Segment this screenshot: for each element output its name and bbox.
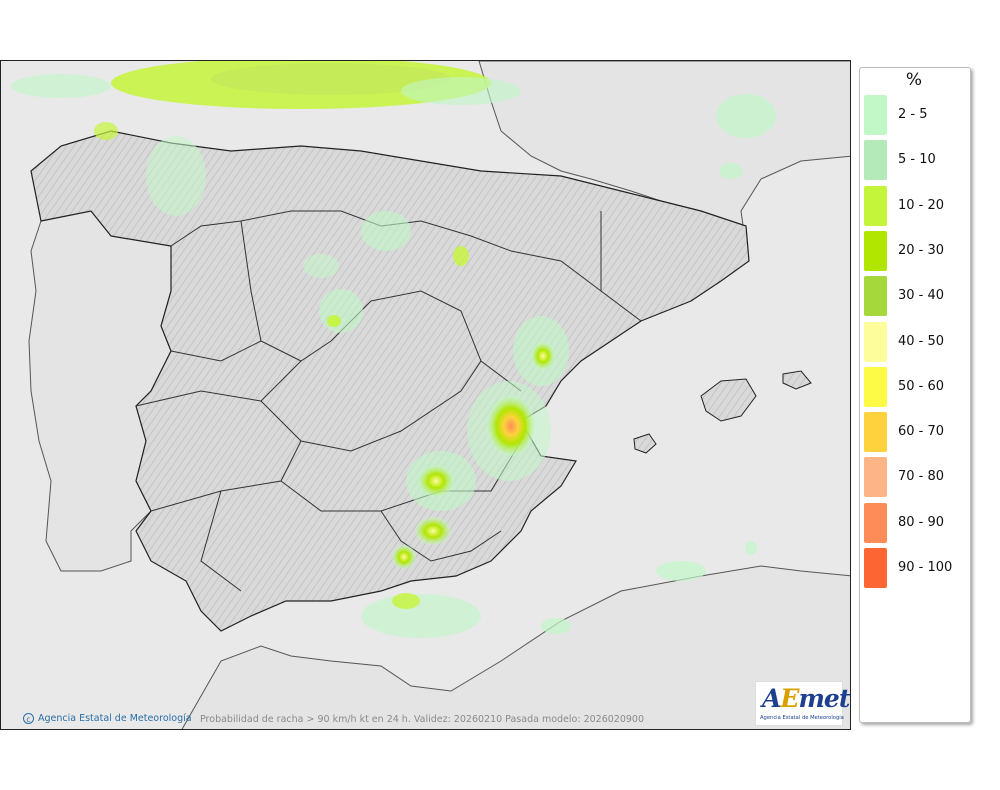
legend-item: 50 - 60 (864, 366, 968, 407)
regional-borders (135, 210, 642, 592)
legend-swatch (864, 276, 887, 317)
legend-swatch (864, 457, 887, 498)
legend-swatch (864, 185, 887, 226)
spain-landmass (30, 130, 750, 632)
aemet-logo[interactable]: AEmet Agencia Estatal de Meteorología (755, 681, 850, 726)
map-panel: c Agencia Estatal de Meteorología Probab… (0, 60, 851, 730)
legend-label: 90 - 100 (898, 560, 953, 575)
legend-title: % (905, 70, 923, 90)
legend-item: 60 - 70 (864, 412, 968, 453)
legend-label: 50 - 60 (898, 378, 945, 394)
legend-panel: % 2 - 5 5 - 10 10 - 20 20 - 30 30 - 40 40 - 5… (859, 67, 971, 723)
credit-text: Agencia Estatal de Meteorología (38, 713, 192, 724)
ibiza-island (633, 433, 657, 454)
legend-item: 2 - 5 (864, 95, 968, 135)
legend-label: 2 - 5 (898, 107, 928, 122)
legend-swatch (864, 230, 887, 271)
legend-item: 70 - 80 (864, 457, 968, 498)
legend-label: 80 - 90 (898, 514, 945, 530)
legend-swatch (864, 548, 887, 588)
legend-swatch (864, 502, 887, 543)
legend-item: 90 - 100 (864, 548, 968, 588)
legend-label: 20 - 30 (898, 242, 945, 258)
aemet-credit[interactable]: c Agencia Estatal de Meteorología (23, 713, 192, 724)
legend-label: 5 - 10 (898, 152, 936, 168)
africa-landmass (181, 565, 850, 729)
legend-label: 30 - 40 (898, 288, 945, 304)
probability-overlay (11, 61, 776, 638)
legend-swatch (864, 95, 887, 135)
mallorca-island (700, 378, 757, 422)
menorca-island (782, 370, 812, 390)
legend-item: 80 - 90 (864, 502, 968, 543)
legend-swatch (864, 321, 887, 362)
map-canvas (11, 61, 850, 729)
legend-item: 20 - 30 (864, 230, 968, 271)
legend-item: 10 - 20 (864, 185, 968, 226)
legend-label: 40 - 50 (898, 333, 945, 349)
copyright-icon: c (23, 713, 34, 724)
legend-label: 70 - 80 (898, 469, 945, 485)
map-caption: Probabilidad de racha > 90 km/h kt en 24… (200, 714, 645, 725)
legend-label: 60 - 70 (898, 424, 945, 440)
legend-item: 30 - 40 (864, 276, 968, 317)
legend-label: 10 - 20 (898, 197, 945, 213)
legend-item: 40 - 50 (864, 321, 968, 362)
aemet-logo-mark: AEmet (762, 684, 850, 713)
legend-swatch (864, 412, 887, 453)
legend-item: 5 - 10 (864, 140, 968, 181)
legend-swatch (864, 366, 887, 407)
legend-swatch (864, 140, 887, 181)
aemet-logo-subtitle: Agencia Estatal de Meteorología (760, 715, 844, 721)
